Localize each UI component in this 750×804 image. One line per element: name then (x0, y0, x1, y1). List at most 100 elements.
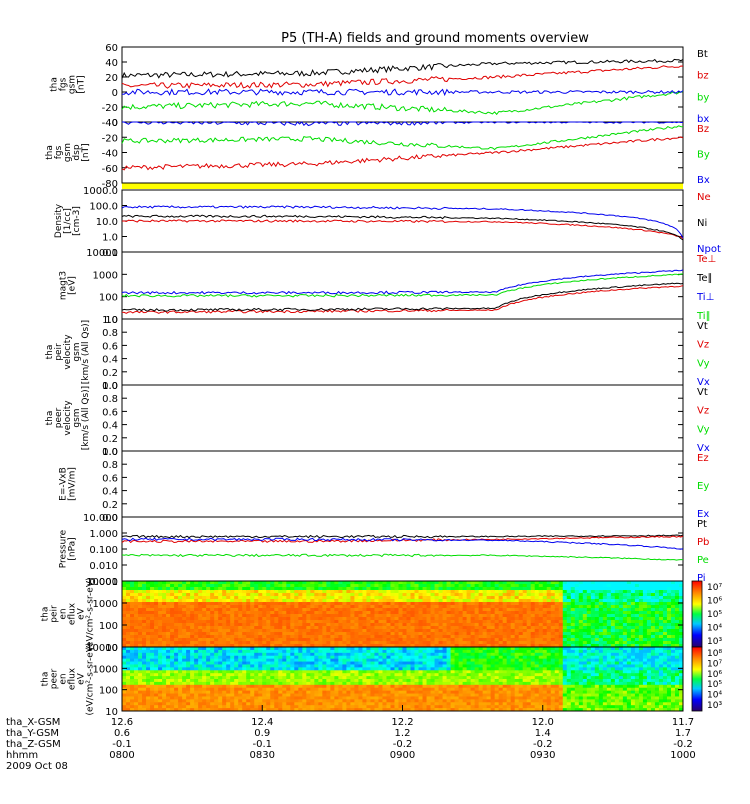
heatmap-cell (158, 667, 163, 670)
heatmap-cell (266, 647, 271, 650)
heatmap-cell (350, 673, 355, 676)
heatmap-cell (635, 626, 640, 630)
heatmap-cell (230, 647, 235, 650)
heatmap-cell (663, 614, 668, 618)
heatmap-cell (246, 653, 251, 656)
heatmap-cell (350, 596, 355, 600)
heatmap-cell (519, 620, 524, 624)
heatmap-cell (539, 638, 544, 642)
heatmap-cell (338, 623, 343, 627)
heatmap-cell (663, 593, 668, 597)
heatmap-cell (403, 679, 408, 682)
heatmap-cell (174, 656, 179, 659)
heatmap-cell (298, 593, 303, 597)
heatmap-cell (218, 629, 223, 633)
heatmap-cell (142, 696, 147, 699)
heatmap-cell (607, 584, 612, 588)
heatmap-cell (415, 676, 420, 679)
heatmap-cell (322, 602, 327, 606)
heatmap-cell (310, 679, 315, 682)
heatmap-cell (639, 638, 644, 642)
heatmap-cell (378, 673, 383, 676)
heatmap-cell (358, 617, 363, 621)
heatmap-cell (407, 617, 412, 621)
heatmap-cell (362, 617, 367, 621)
y-axis-label: [cm-3] (72, 206, 82, 236)
heatmap-cell (282, 620, 287, 624)
heatmap-cell (487, 620, 492, 624)
heatmap-cell (539, 584, 544, 588)
heatmap-cell (294, 611, 299, 615)
heatmap-cell (274, 688, 279, 691)
heatmap-cell (134, 662, 139, 665)
heatmap-cell (222, 667, 227, 670)
heatmap-cell (282, 662, 287, 665)
heatmap-cell (507, 629, 512, 633)
heatmap-cell (178, 702, 183, 705)
heatmap-cell (366, 702, 371, 705)
heatmap-cell (250, 691, 255, 694)
heatmap-cell (555, 626, 560, 630)
heatmap-cell (675, 590, 680, 594)
heatmap-cell (407, 670, 412, 673)
heatmap-cell (282, 685, 287, 688)
heatmap-cell (334, 647, 339, 650)
heatmap-cell (318, 691, 323, 694)
heatmap-cell (354, 626, 359, 630)
heatmap-cell (523, 605, 528, 609)
heatmap-cell (419, 705, 424, 708)
heatmap-cell (443, 596, 448, 600)
heatmap-cell (126, 626, 131, 630)
heatmap-cell (230, 587, 235, 591)
heatmap-cell (234, 667, 239, 670)
heatmap-cell (230, 593, 235, 597)
heatmap-cell (603, 602, 608, 606)
heatmap-cell (178, 664, 183, 667)
heatmap-cell (623, 605, 628, 609)
heatmap-cell (174, 590, 179, 594)
heatmap-cell (274, 611, 279, 615)
heatmap-cell (623, 584, 628, 588)
heatmap-cell (158, 638, 163, 642)
heatmap-cell (635, 635, 640, 639)
heatmap-cell (655, 584, 660, 588)
heatmap-cell (226, 641, 231, 645)
heatmap-cell (350, 685, 355, 688)
heatmap-cell (655, 641, 660, 645)
heatmap-cell (310, 688, 315, 691)
heatmap-cell (503, 596, 508, 600)
heatmap-cell (603, 632, 608, 636)
heatmap-cell (415, 620, 420, 624)
heatmap-cell (475, 620, 480, 624)
heatmap-cell (390, 620, 395, 624)
heatmap-cell (411, 653, 416, 656)
heatmap-cell (222, 605, 227, 609)
heatmap-cell (282, 676, 287, 679)
heatmap-cell (382, 667, 387, 670)
heatmap-cell (134, 581, 139, 585)
heatmap-cell (411, 620, 416, 624)
heatmap-cell (206, 670, 211, 673)
heatmap-cell (370, 647, 375, 650)
heatmap-cell (154, 699, 159, 702)
heatmap-cell (547, 635, 552, 639)
heatmap-cell (382, 676, 387, 679)
heatmap-cell (671, 638, 676, 642)
heatmap-cell (551, 581, 556, 585)
heatmap-cell (407, 696, 412, 699)
heatmap-cell (342, 685, 347, 688)
heatmap-cell (178, 611, 183, 615)
heatmap-cell (382, 611, 387, 615)
heatmap-cell (326, 611, 331, 615)
heatmap-cell (254, 670, 259, 673)
heatmap-cell (286, 688, 291, 691)
heatmap-cell (543, 626, 548, 630)
heatmap-cell (238, 688, 243, 691)
heatmap-cell (354, 614, 359, 618)
heatmap-cell (166, 679, 171, 682)
heatmap-cell (587, 623, 592, 627)
heatmap-cell (218, 605, 223, 609)
heatmap-cell (350, 605, 355, 609)
heatmap-cell (394, 635, 399, 639)
heatmap-cell (627, 587, 632, 591)
